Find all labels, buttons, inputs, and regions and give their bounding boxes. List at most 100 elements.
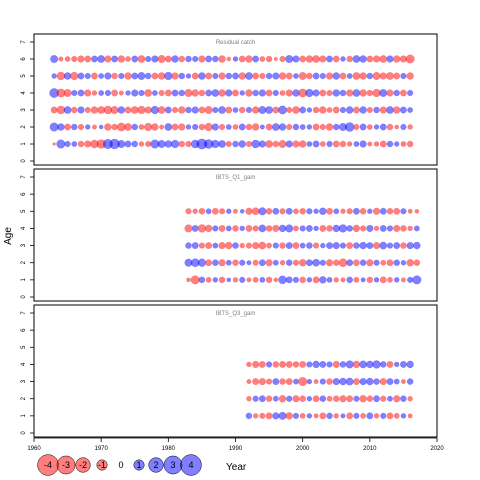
residual-bubble <box>204 122 213 132</box>
residual-bubble <box>198 106 206 114</box>
residual-bubble <box>245 224 253 232</box>
residual-bubble <box>279 90 286 96</box>
residual-bubble <box>292 242 300 250</box>
residual-bubble <box>218 140 226 148</box>
residual-bubble <box>325 123 334 131</box>
residual-bubble <box>265 123 273 131</box>
residual-bubble <box>292 106 300 114</box>
residual-bubble <box>279 259 286 266</box>
residual-bubble <box>246 277 252 283</box>
residual-bubble <box>251 139 260 149</box>
residual-bubble <box>285 72 293 80</box>
legend-label: -1 <box>98 460 106 470</box>
residual-bubble <box>212 72 219 80</box>
residual-bubble <box>338 258 348 268</box>
residual-bubble <box>380 395 387 402</box>
residual-bubble <box>198 72 206 80</box>
residual-bubble <box>97 55 106 63</box>
residual-bubble <box>319 395 327 403</box>
residual-bubble <box>293 225 299 232</box>
residual-bubble <box>305 55 314 63</box>
residual-bubble <box>178 123 186 131</box>
residual-bubble <box>157 106 166 114</box>
legend-label: 3 <box>170 460 175 470</box>
residual-bubble <box>157 54 166 64</box>
residual-bubble <box>319 123 326 131</box>
residual-bubble <box>379 55 388 63</box>
residual-bubble <box>353 242 360 249</box>
residual-bubble <box>171 55 179 63</box>
residual-bubble <box>346 225 353 232</box>
residual-bubble <box>352 72 361 80</box>
panel-frame <box>33 33 438 166</box>
residual-bubble <box>373 277 380 283</box>
residual-bubble <box>71 123 78 131</box>
residual-bubble <box>406 258 414 267</box>
residual-bubble <box>138 89 145 97</box>
residual-bubble <box>359 241 367 250</box>
residual-bubble <box>379 241 388 250</box>
residual-bubble <box>393 378 400 385</box>
residual-bubble <box>299 225 306 232</box>
residual-bubble <box>258 140 266 148</box>
residual-bubble <box>212 259 219 267</box>
residual-bubble <box>125 56 131 62</box>
residual-bubble <box>205 89 213 97</box>
residual-bubble <box>319 412 327 420</box>
residual-bubble <box>117 106 126 114</box>
residual-bubble <box>346 73 353 79</box>
residual-bubble <box>386 412 394 420</box>
residual-bubble <box>258 207 267 216</box>
residual-bubble <box>205 259 213 267</box>
residual-bubble <box>339 72 347 80</box>
residual-bubble <box>56 139 66 149</box>
y-tick-label: 4 <box>21 226 27 230</box>
residual-bubble <box>151 55 159 63</box>
panel-3: IBTS_Q3_gam 0 1 2 3 4 5 6 7 <box>21 304 438 438</box>
residual-bubble <box>344 122 355 132</box>
residual-bubble <box>124 106 132 114</box>
residual-bubble <box>164 123 173 131</box>
legend-label: 2 <box>153 460 158 470</box>
residual-bubble <box>205 55 213 63</box>
residual-bubble <box>359 89 367 97</box>
y-tick-label: 2 <box>21 396 27 400</box>
residual-bubble <box>104 123 112 131</box>
residual-bubble <box>218 259 226 267</box>
residual-bubble <box>299 395 306 403</box>
residual-bubble <box>386 378 394 386</box>
residual-bubble <box>272 207 280 215</box>
y-tick-label: 0 <box>21 431 27 435</box>
residual-bubble <box>211 89 220 97</box>
residual-bubble <box>192 55 199 63</box>
x-tick-label: 2020 <box>430 446 444 452</box>
residual-bubble <box>212 106 219 114</box>
residual-bubble <box>326 55 333 63</box>
residual-bubble <box>91 90 98 96</box>
residual-bubble <box>306 395 313 402</box>
residual-bubble <box>245 55 253 63</box>
residual-bubble <box>265 72 273 80</box>
residual-bubble <box>352 259 360 267</box>
residual-bubble <box>137 71 146 81</box>
residual-bubble <box>138 141 145 147</box>
residual-bubble <box>339 377 347 386</box>
residual-bubble <box>299 207 306 215</box>
residual-bubble <box>413 259 421 267</box>
residual-bubble <box>312 106 320 114</box>
residual-bubble <box>184 224 193 233</box>
residual-bubble <box>104 55 112 63</box>
residual-bubble <box>252 55 260 63</box>
residual-bubble <box>246 379 252 385</box>
residual-bubble <box>252 225 259 232</box>
residual-bubble <box>98 90 105 96</box>
residual-bubble <box>372 71 381 81</box>
residual-bubble <box>373 378 380 385</box>
residual-bubble <box>386 140 394 148</box>
residual-bubble <box>373 395 380 403</box>
residual-bubble <box>252 241 260 250</box>
residual-bubble <box>319 378 326 385</box>
residual-bubble <box>306 413 313 419</box>
residual-bubble <box>299 106 307 114</box>
residual-bubble <box>218 241 226 250</box>
